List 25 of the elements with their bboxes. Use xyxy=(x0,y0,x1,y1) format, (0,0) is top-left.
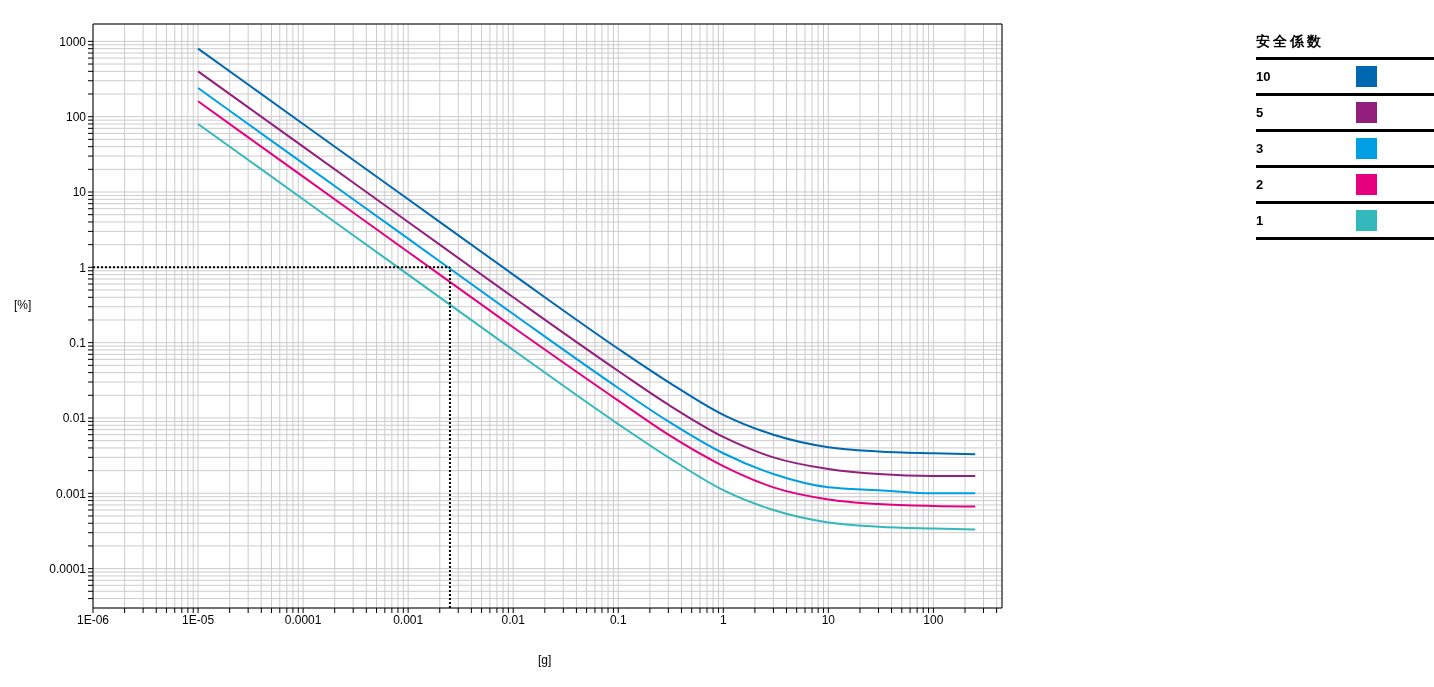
y-tick-label: 100 xyxy=(65,109,87,124)
text: 3 xyxy=(1256,141,1265,156)
y-tick-label: 1000 xyxy=(59,34,87,49)
y-tick-label: 0.1 xyxy=(69,335,87,350)
x-tick-label: 1E-06 xyxy=(76,612,110,627)
y-axis-title: [%] xyxy=(14,298,32,312)
x-tick-label: 0.01 xyxy=(501,612,526,627)
y-tick-label: 0.001 xyxy=(55,486,87,501)
x-tick-label: 1 xyxy=(719,612,727,627)
text: 2 xyxy=(1256,177,1265,192)
x-tick-label: 0.001 xyxy=(393,612,424,627)
y-tick-label: 0.01 xyxy=(62,411,87,426)
x-tick-label: 0.0001 xyxy=(284,612,322,627)
x-tick-label: 1E-05 xyxy=(182,612,215,627)
y-tick-label: 10 xyxy=(72,185,87,200)
x-tick-label: 0.1 xyxy=(609,612,627,627)
x-tick-label: 10 xyxy=(821,612,836,627)
x-axis-title: [g] xyxy=(538,653,552,667)
text: 5 xyxy=(1256,105,1265,120)
x-tick-label: 100 xyxy=(923,612,944,627)
text: 10 xyxy=(1256,69,1272,84)
y-tick-label: 0.0001 xyxy=(49,561,87,576)
legend-title: 安全係数 xyxy=(1256,33,1325,51)
text: 1 xyxy=(1256,213,1265,228)
y-tick-label: 1 xyxy=(79,260,87,275)
